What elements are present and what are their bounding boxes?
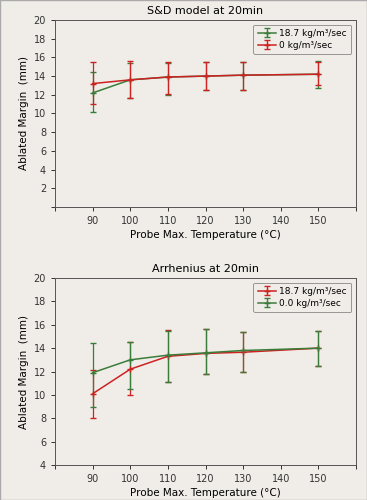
Title: S&D model at 20min: S&D model at 20min [148,6,264,16]
X-axis label: Probe Max. Temperature (°C): Probe Max. Temperature (°C) [130,230,281,240]
Y-axis label: Ablated Margin  (mm): Ablated Margin (mm) [19,56,29,170]
Legend: 18.7 kg/m³/sec, 0.0 kg/m³/sec: 18.7 kg/m³/sec, 0.0 kg/m³/sec [253,282,352,312]
Legend: 18.7 kg/m³/sec, 0 kg/m³/sec: 18.7 kg/m³/sec, 0 kg/m³/sec [253,24,352,54]
X-axis label: Probe Max. Temperature (°C): Probe Max. Temperature (°C) [130,488,281,498]
Y-axis label: Ablated Margin  (mm): Ablated Margin (mm) [19,314,29,428]
Title: Arrhenius at 20min: Arrhenius at 20min [152,264,259,274]
